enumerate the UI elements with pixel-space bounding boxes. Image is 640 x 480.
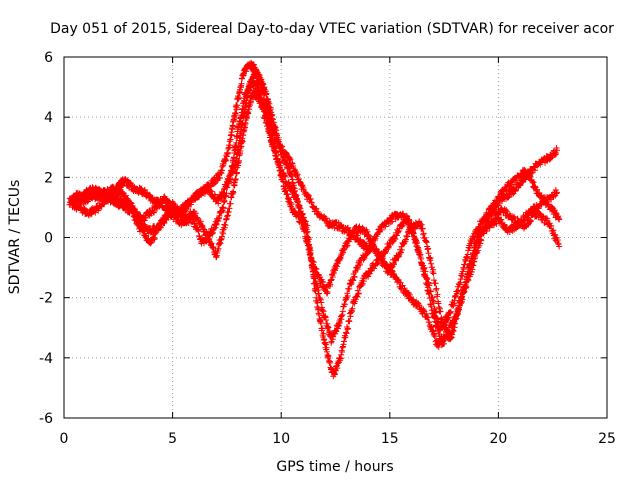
chart-title: Day 051 of 2015, Sidereal Day-to-day VTE…: [50, 21, 614, 37]
x-tick-label: 0: [60, 431, 69, 447]
y-tick-label: 2: [44, 170, 53, 186]
series-track-d: [71, 68, 563, 343]
x-axis-label: GPS time / hours: [276, 459, 393, 475]
y-tick-label: -6: [39, 411, 53, 427]
y-tick-label: -2: [39, 291, 53, 307]
data-points: [66, 60, 563, 380]
series-track-c: [69, 87, 563, 380]
y-tick-label: 4: [44, 110, 53, 126]
marker-path: [69, 87, 563, 380]
marker-path: [71, 68, 563, 343]
x-tick-label: 5: [168, 431, 177, 447]
x-tick-label: 10: [272, 431, 290, 447]
y-axis-label: SDTVAR / TECUs: [7, 180, 23, 295]
y-tick-label: -4: [39, 351, 53, 367]
x-tick-label: 25: [598, 431, 616, 447]
y-tick-label: 6: [44, 50, 53, 66]
y-tick-label: 0: [44, 231, 53, 247]
axis-ticks: 0 5 10 15 20 25 -6 -4 -2 0 2 4 6: [39, 50, 616, 447]
x-tick-label: 20: [489, 431, 507, 447]
x-tick-label: 15: [381, 431, 399, 447]
series-track-a: [66, 60, 561, 349]
marker-path: [66, 60, 561, 349]
